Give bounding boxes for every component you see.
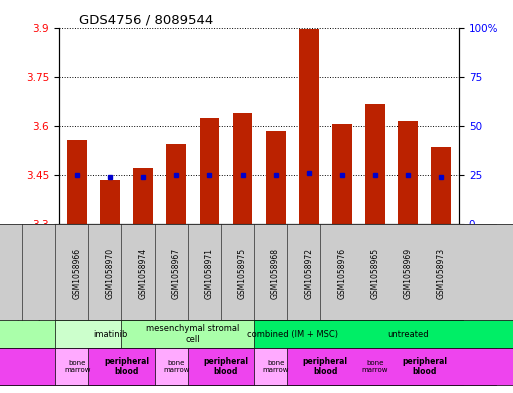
Text: imatinib: imatinib — [93, 330, 127, 338]
Bar — [133, 168, 153, 224]
Text: GSM1058966: GSM1058966 — [73, 248, 82, 299]
Bar — [200, 118, 220, 224]
Text: GSM1058967: GSM1058967 — [172, 248, 181, 299]
Text: GSM1058975: GSM1058975 — [238, 248, 247, 299]
Text: protocol: protocol — [1, 320, 41, 330]
Text: untreated: untreated — [387, 330, 429, 338]
Text: GDS4756 / 8089544: GDS4756 / 8089544 — [79, 13, 213, 26]
Text: GSM1058972: GSM1058972 — [304, 248, 313, 299]
Text: GSM1058969: GSM1058969 — [403, 248, 412, 299]
Bar — [365, 105, 385, 224]
Text: mesenchymal stromal
cell: mesenchymal stromal cell — [146, 324, 240, 344]
Text: GSM1058971: GSM1058971 — [205, 248, 214, 299]
Text: bone
marrow: bone marrow — [262, 360, 289, 373]
Text: tissue: tissue — [1, 353, 30, 362]
Text: combined (IM + MSC): combined (IM + MSC) — [247, 330, 338, 338]
Bar — [299, 29, 319, 224]
Bar — [67, 140, 87, 224]
Text: GSM1058970: GSM1058970 — [106, 248, 115, 299]
Text: peripheral
blood: peripheral blood — [303, 357, 348, 376]
Bar — [332, 124, 351, 224]
Text: GSM1058968: GSM1058968 — [271, 248, 280, 299]
Text: peripheral
blood: peripheral blood — [204, 357, 248, 376]
Bar — [101, 180, 120, 224]
Bar — [398, 121, 418, 224]
Bar — [266, 130, 286, 224]
Text: GSM1058974: GSM1058974 — [139, 248, 148, 299]
Text: GSM1058973: GSM1058973 — [437, 248, 445, 299]
Text: bone
marrow: bone marrow — [163, 360, 190, 373]
Text: GSM1058965: GSM1058965 — [370, 248, 379, 299]
Text: peripheral
blood: peripheral blood — [104, 357, 149, 376]
Bar — [167, 144, 186, 224]
Text: peripheral
blood: peripheral blood — [402, 357, 447, 376]
Text: GSM1058976: GSM1058976 — [337, 248, 346, 299]
Text: bone
marrow: bone marrow — [362, 360, 388, 373]
Text: bone
marrow: bone marrow — [64, 360, 90, 373]
Bar — [232, 113, 252, 224]
Bar — [431, 147, 451, 224]
